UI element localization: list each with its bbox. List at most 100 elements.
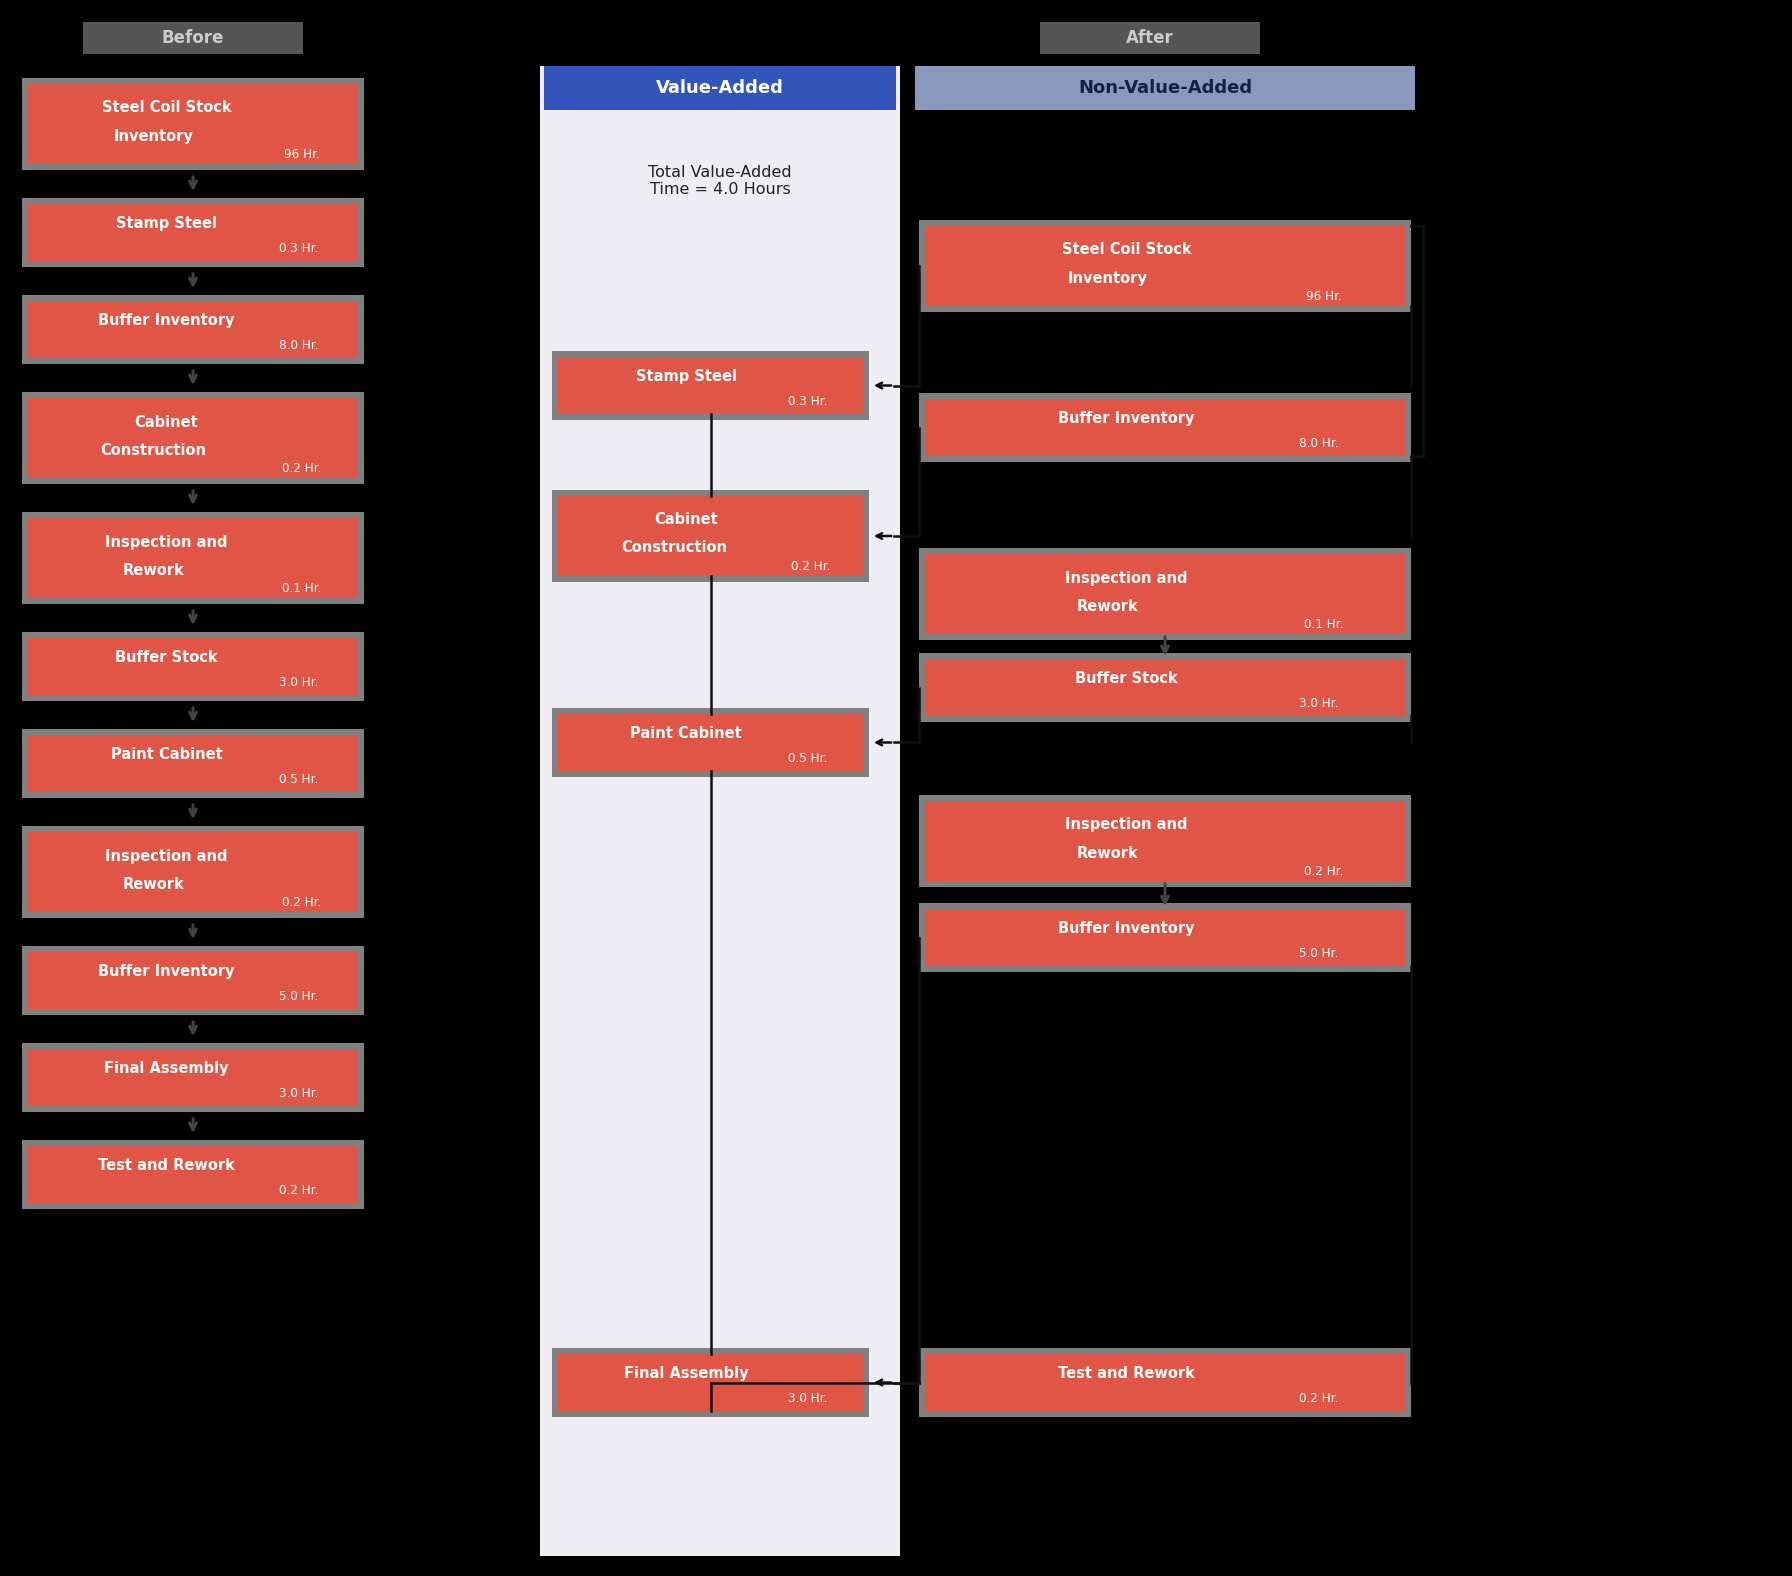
Text: Steel Coil Stock: Steel Coil Stock — [1063, 243, 1192, 257]
Text: Test and Rework: Test and Rework — [1057, 1366, 1195, 1382]
Text: 3.0 Hr.: 3.0 Hr. — [788, 1392, 828, 1404]
Text: 3.0 Hr.: 3.0 Hr. — [280, 1087, 319, 1100]
Text: 0.2 Hr.: 0.2 Hr. — [281, 462, 321, 474]
Bar — [552, 490, 869, 582]
Bar — [919, 221, 1410, 312]
Bar — [29, 1146, 358, 1202]
Text: Stamp Steel: Stamp Steel — [116, 216, 217, 232]
Text: 96 Hr.: 96 Hr. — [283, 148, 319, 161]
Text: Paint Cabinet: Paint Cabinet — [111, 747, 222, 763]
Text: 5.0 Hr.: 5.0 Hr. — [1299, 947, 1339, 960]
Text: 96 Hr.: 96 Hr. — [1306, 290, 1340, 303]
Text: 0.3 Hr.: 0.3 Hr. — [788, 396, 828, 408]
Text: Cabinet: Cabinet — [134, 414, 199, 430]
Bar — [22, 1139, 364, 1209]
Bar — [545, 66, 896, 110]
Bar — [552, 351, 869, 419]
Bar — [925, 399, 1405, 455]
Text: Buffer Inventory: Buffer Inventory — [1059, 411, 1195, 427]
Text: Final Assembly: Final Assembly — [624, 1366, 749, 1382]
Text: Buffer Inventory: Buffer Inventory — [1059, 922, 1195, 936]
Text: 0.2 Hr.: 0.2 Hr. — [1305, 865, 1342, 878]
Text: Inventory: Inventory — [113, 129, 194, 143]
Bar — [1039, 22, 1260, 54]
Text: Test and Rework: Test and Rework — [99, 1158, 235, 1174]
Bar — [919, 548, 1410, 640]
Text: 3.0 Hr.: 3.0 Hr. — [1299, 697, 1339, 709]
Text: Buffer Stock: Buffer Stock — [115, 651, 219, 665]
Text: Inspection and: Inspection and — [106, 848, 228, 864]
Text: 0.1 Hr.: 0.1 Hr. — [1305, 618, 1342, 630]
Text: After: After — [1125, 28, 1174, 47]
Text: 0.2 Hr.: 0.2 Hr. — [280, 1184, 319, 1196]
Text: Stamp Steel: Stamp Steel — [636, 369, 737, 385]
Bar — [552, 1347, 869, 1417]
Text: Buffer Stock: Buffer Stock — [1075, 671, 1177, 687]
Text: Final Assembly: Final Assembly — [104, 1062, 229, 1076]
Text: Inventory: Inventory — [1068, 271, 1147, 285]
Bar — [22, 392, 364, 484]
Text: 0.2 Hr.: 0.2 Hr. — [281, 895, 321, 909]
Text: 8.0 Hr.: 8.0 Hr. — [280, 339, 319, 351]
Bar — [925, 555, 1405, 634]
Bar — [22, 199, 364, 266]
Bar — [916, 66, 1416, 110]
Bar — [29, 734, 358, 793]
Bar — [919, 903, 1410, 972]
Text: 0.2 Hr.: 0.2 Hr. — [792, 559, 831, 574]
Bar — [22, 1043, 364, 1113]
Bar — [29, 519, 358, 597]
Bar — [919, 1347, 1410, 1417]
Bar — [919, 392, 1410, 462]
Text: Total Value-Added
Time = 4.0 Hours: Total Value-Added Time = 4.0 Hours — [649, 165, 792, 197]
Text: 0.5 Hr.: 0.5 Hr. — [280, 772, 319, 786]
Text: 8.0 Hr.: 8.0 Hr. — [1299, 437, 1339, 451]
Text: Paint Cabinet: Paint Cabinet — [631, 727, 742, 741]
Text: Value-Added: Value-Added — [656, 79, 783, 98]
Text: Construction: Construction — [100, 443, 206, 457]
Text: Rework: Rework — [1077, 599, 1138, 613]
Text: Before: Before — [161, 28, 224, 47]
Text: 0.1 Hr.: 0.1 Hr. — [281, 582, 321, 594]
Bar — [29, 638, 358, 695]
Text: 0.2 Hr.: 0.2 Hr. — [1299, 1392, 1339, 1404]
Bar — [22, 826, 364, 917]
Bar — [22, 512, 364, 604]
Bar — [539, 66, 900, 1556]
Bar — [29, 84, 358, 164]
Bar — [22, 730, 364, 797]
Bar — [557, 358, 864, 414]
Bar — [22, 295, 364, 364]
Bar — [29, 399, 358, 478]
Text: Rework: Rework — [122, 876, 185, 892]
Bar — [925, 659, 1405, 716]
Text: 5.0 Hr.: 5.0 Hr. — [280, 990, 319, 1002]
Text: Inspection and: Inspection and — [106, 534, 228, 550]
Bar — [22, 946, 364, 1015]
Text: Non-Value-Added: Non-Value-Added — [1079, 79, 1253, 98]
Text: Construction: Construction — [620, 541, 728, 555]
Bar — [29, 952, 358, 1009]
Bar — [29, 1050, 358, 1106]
Bar — [557, 714, 864, 771]
Text: Buffer Inventory: Buffer Inventory — [99, 314, 235, 328]
Bar — [925, 801, 1405, 881]
Text: Inspection and: Inspection and — [1066, 571, 1188, 586]
Bar — [925, 909, 1405, 966]
Bar — [925, 225, 1405, 306]
Text: 3.0 Hr.: 3.0 Hr. — [280, 676, 319, 689]
Text: Inspection and: Inspection and — [1066, 818, 1188, 832]
Bar — [557, 496, 864, 575]
Bar — [919, 794, 1410, 887]
Text: Rework: Rework — [1077, 845, 1138, 860]
Bar — [552, 708, 869, 777]
Text: 0.3 Hr.: 0.3 Hr. — [280, 243, 319, 255]
Bar — [919, 652, 1410, 722]
Bar — [557, 1354, 864, 1411]
Bar — [22, 77, 364, 170]
Text: Steel Coil Stock: Steel Coil Stock — [102, 101, 231, 115]
Text: Buffer Inventory: Buffer Inventory — [99, 965, 235, 979]
Bar — [925, 1354, 1405, 1411]
Bar — [22, 632, 364, 701]
Bar — [29, 832, 358, 913]
